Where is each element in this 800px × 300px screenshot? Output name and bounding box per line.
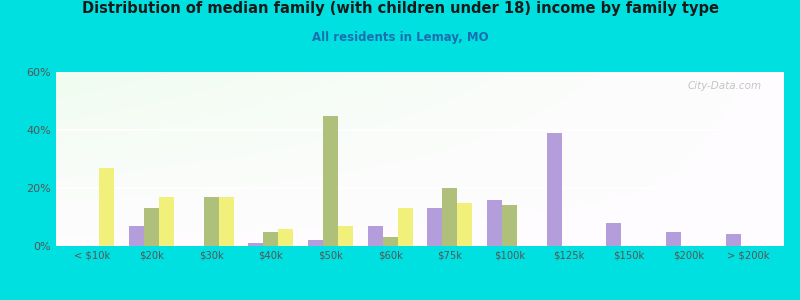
Bar (323, 116, 338, 246)
Bar (204, 197, 218, 246)
Bar (249, 243, 263, 246)
Bar (726, 234, 741, 246)
Bar (99, 168, 114, 246)
Text: City-Data.com: City-Data.com (688, 81, 762, 91)
Bar (666, 232, 681, 246)
Bar (144, 208, 159, 246)
Text: All residents in Lemay, MO: All residents in Lemay, MO (312, 32, 488, 44)
Bar (427, 208, 442, 246)
Bar (129, 226, 144, 246)
Bar (263, 232, 278, 246)
Bar (487, 200, 502, 246)
Bar (159, 197, 174, 246)
Bar (368, 226, 382, 246)
Bar (278, 229, 293, 246)
Bar (502, 206, 517, 246)
Bar (308, 240, 323, 246)
Bar (382, 237, 398, 246)
Bar (458, 202, 472, 246)
Bar (338, 226, 353, 246)
Bar (547, 133, 562, 246)
Bar (606, 223, 622, 246)
Bar (442, 188, 458, 246)
Bar (218, 197, 234, 246)
Text: Distribution of median family (with children under 18) income by family type: Distribution of median family (with chil… (82, 2, 718, 16)
Bar (398, 208, 413, 246)
